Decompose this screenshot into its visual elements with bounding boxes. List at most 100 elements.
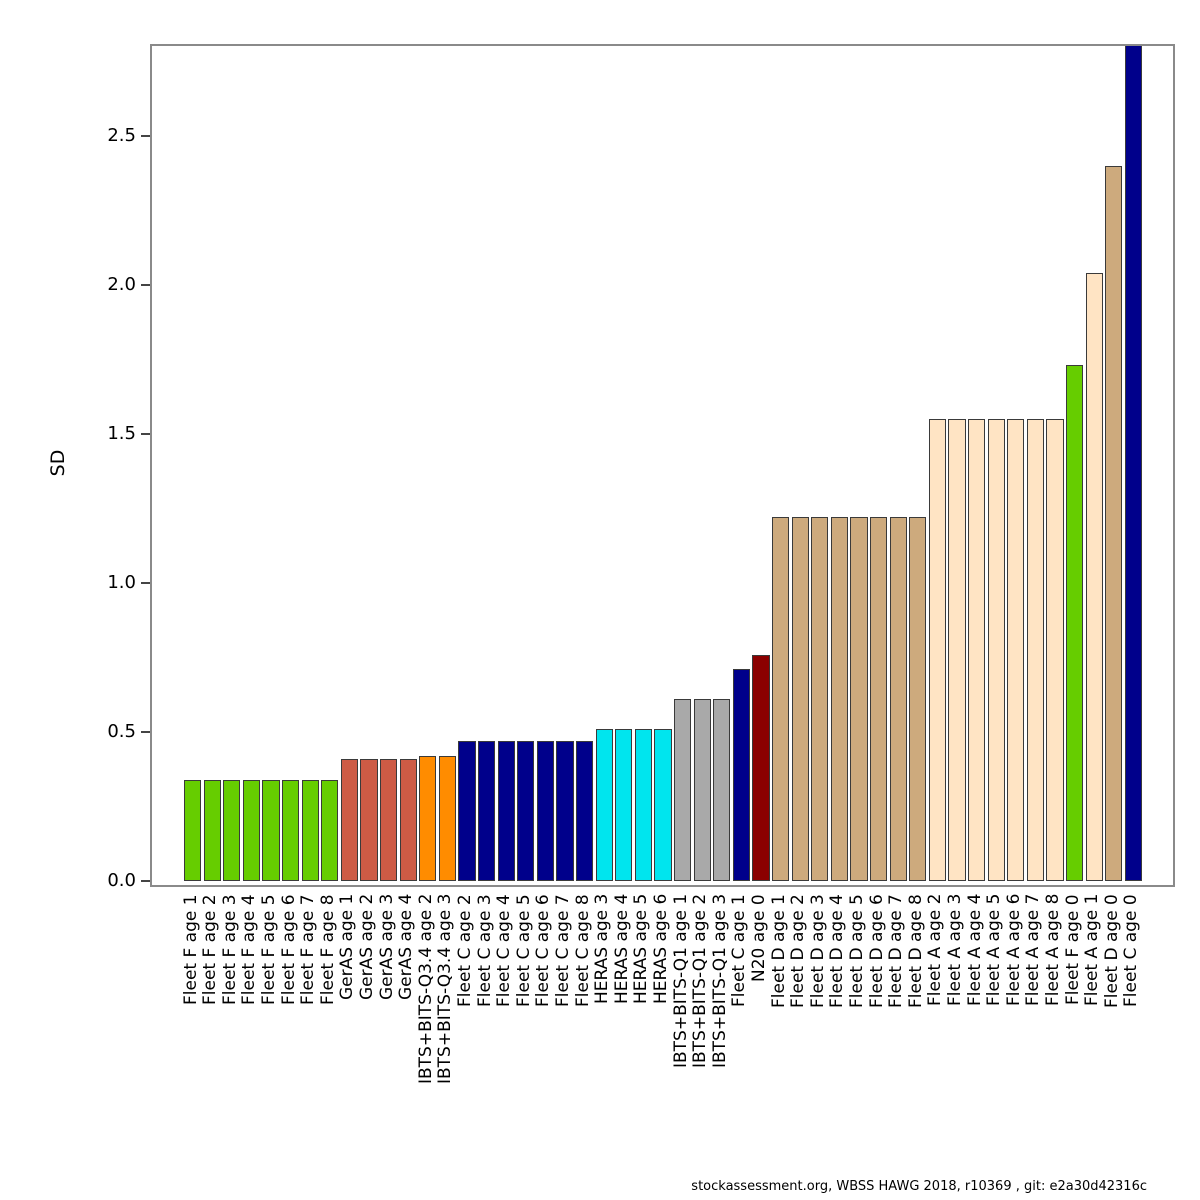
x-tick-label: Fleet F age 1 [180, 894, 201, 1005]
x-tick-label: Fleet D age 2 [788, 894, 809, 1008]
bar [1085, 273, 1103, 881]
bar [1124, 46, 1142, 881]
x-tick-label: Fleet C age 3 [474, 894, 495, 1007]
bar [380, 759, 398, 881]
bar [458, 741, 476, 881]
bar [438, 756, 456, 881]
bar [615, 729, 633, 881]
x-tick-label: Fleet C age 5 [513, 894, 534, 1007]
x-tick-label: Fleet A age 8 [1043, 894, 1063, 1007]
y-tick-label: 0.0 [107, 870, 136, 891]
bar [203, 780, 221, 881]
bar [223, 780, 241, 881]
bar [987, 419, 1005, 881]
y-tick-label: 1.5 [107, 423, 136, 444]
x-tick-label: GerAS age 2 [357, 894, 377, 1001]
bar [909, 517, 927, 881]
bar [1026, 419, 1044, 881]
x-tick-label: GerAS age 4 [396, 894, 417, 1001]
x-tick-label: IBTS+BITS-Q3.4 age 2 [415, 894, 436, 1085]
bar [419, 756, 437, 881]
bar [968, 419, 986, 881]
y-tick-mark [141, 731, 150, 733]
x-tick-label: Fleet F age 5 [259, 894, 279, 1005]
x-tick-label: HERAS age 3 [592, 894, 613, 1005]
x-tick-label: Fleet C age 1 [729, 894, 750, 1007]
x-tick-label: Fleet A age 3 [945, 894, 965, 1007]
bar [850, 517, 868, 881]
x-tick-label: Fleet C age 4 [494, 894, 515, 1007]
x-tick-label: Fleet A age 2 [925, 894, 946, 1007]
x-tick-label: Fleet D age 1 [768, 894, 789, 1008]
plot-area [150, 44, 1175, 887]
bar [811, 517, 829, 881]
x-tick-label: HERAS age 4 [611, 894, 632, 1005]
footer-credit: stockassessment.org, WBSS HAWG 2018, r10… [691, 1179, 1147, 1194]
y-tick-mark [141, 433, 150, 435]
y-tick-mark [141, 284, 150, 286]
bar [360, 759, 378, 881]
x-tick-label: IBTS+BITS-Q1 age 1 [670, 894, 691, 1069]
bar [184, 780, 202, 881]
x-tick-label: Fleet D age 3 [807, 894, 828, 1008]
x-tick-label: HERAS age 6 [651, 894, 671, 1005]
bar [713, 699, 731, 881]
bar [536, 741, 554, 881]
bar [478, 741, 496, 881]
bar [752, 655, 770, 881]
x-tick-label: Fleet F age 2 [200, 894, 221, 1005]
x-tick-label: Fleet A age 7 [1023, 894, 1044, 1007]
x-tick-label: Fleet D age 4 [827, 894, 848, 1008]
x-tick-label: Fleet A age 5 [984, 894, 1005, 1007]
x-tick-label: Fleet A age 6 [1003, 894, 1024, 1007]
x-tick-label: N20 age 0 [749, 894, 769, 982]
bars-layer [152, 46, 1173, 885]
bar [791, 517, 809, 881]
x-tick-label: IBTS+BITS-Q1 age 2 [690, 894, 711, 1069]
x-tick-label: Fleet D age 8 [905, 894, 926, 1008]
y-tick-mark [141, 880, 150, 882]
x-tick-label: Fleet C age 2 [455, 894, 475, 1007]
x-tick-label: Fleet A age 4 [964, 894, 985, 1007]
bar [321, 780, 339, 881]
bar [654, 729, 672, 881]
bar [928, 419, 946, 881]
bar [556, 741, 574, 881]
bar [674, 699, 692, 881]
y-tick-mark [141, 582, 150, 584]
x-tick-label: Fleet D age 0 [1101, 894, 1122, 1008]
x-tick-label: IBTS+BITS-Q3.4 age 3 [435, 894, 456, 1085]
bar [262, 780, 280, 881]
x-tick-label: Fleet A age 1 [1082, 894, 1103, 1007]
y-tick-label: 1.0 [107, 572, 136, 593]
bar [1066, 365, 1084, 881]
bar [595, 729, 613, 881]
x-tick-label: Fleet C age 6 [533, 894, 554, 1007]
bar [1007, 419, 1025, 881]
x-tick-label: Fleet C age 7 [553, 894, 573, 1007]
x-tick-label: Fleet F age 8 [317, 894, 338, 1005]
bar [340, 759, 358, 881]
bar [399, 759, 417, 881]
bar [772, 517, 790, 881]
x-tick-label: Fleet D age 5 [847, 894, 867, 1008]
x-tick-label: Fleet C age 8 [572, 894, 593, 1007]
x-tick-label: IBTS+BITS-Q1 age 3 [709, 894, 730, 1069]
x-tick-label: GerAS age 1 [337, 894, 358, 1001]
bar [1105, 166, 1123, 881]
x-tick-label: Fleet D age 6 [866, 894, 887, 1008]
bar [948, 419, 966, 881]
bar [693, 699, 711, 881]
x-tick-label: Fleet F age 4 [239, 894, 260, 1005]
bar [576, 741, 594, 881]
bar [889, 517, 907, 881]
bar [830, 517, 848, 881]
bar [301, 780, 319, 881]
y-tick-mark [141, 135, 150, 137]
bar [1046, 419, 1064, 881]
x-tick-label: GerAS age 3 [376, 894, 397, 1001]
bar [732, 669, 750, 881]
y-tick-label: 0.5 [107, 721, 136, 742]
x-tick-label: Fleet F age 0 [1062, 894, 1083, 1005]
